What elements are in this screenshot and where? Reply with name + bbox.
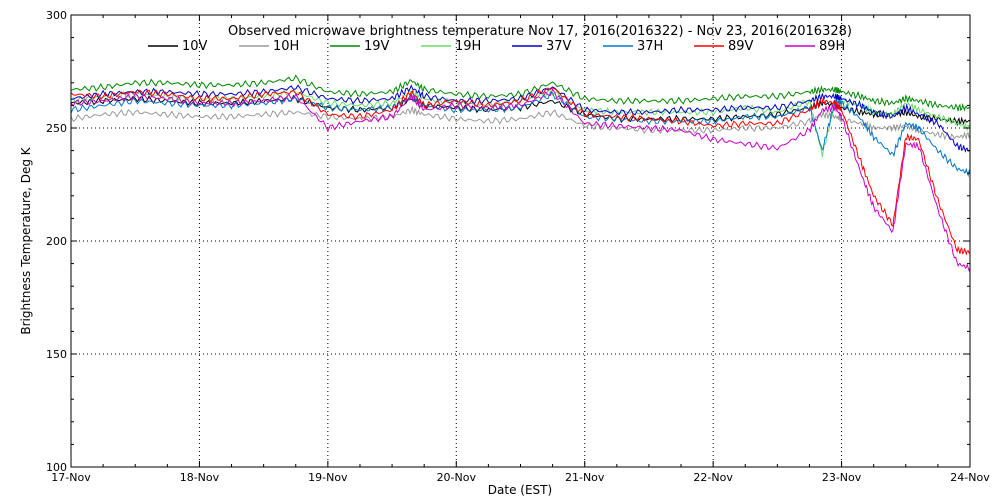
y-tick-label: 100 bbox=[46, 461, 67, 474]
legend-label-37h: 37H bbox=[637, 39, 663, 54]
legend-label-19v: 19V bbox=[364, 39, 390, 54]
y-tick-label: 250 bbox=[46, 122, 67, 135]
legend-label-19h: 19H bbox=[455, 39, 481, 54]
legend: 10V 10H 19V 19H 37V 37H 89V 89H bbox=[148, 39, 845, 54]
x-tick-label: 17-Nov bbox=[51, 471, 91, 484]
chart-title: Observed microwave brightness temperatur… bbox=[228, 24, 852, 39]
series-line-37v bbox=[70, 84, 971, 153]
legend-label-10v: 10V bbox=[182, 39, 208, 54]
x-axis-title: Date (EST) bbox=[488, 483, 552, 497]
y-tick-label: 300 bbox=[46, 9, 67, 22]
x-tick-label: 18-Nov bbox=[180, 471, 220, 484]
series-lines bbox=[70, 74, 971, 273]
axis-ticks: 100 150 200 250 300 17-Nov 18-Nov 19-Nov 20-Nov 2… bbox=[46, 9, 990, 484]
y-tick-label: 150 bbox=[46, 348, 67, 361]
x-tick-label: 19-Nov bbox=[308, 471, 348, 484]
x-tick-label: 24-Nov bbox=[950, 471, 990, 484]
x-tick-label: 20-Nov bbox=[437, 471, 477, 484]
legend-label-37v: 37V bbox=[546, 39, 572, 54]
x-tick-label: 23-Nov bbox=[822, 471, 862, 484]
y-axis-title: Brightness Temperature, Deg K bbox=[19, 146, 33, 334]
legend-label-89v: 89V bbox=[728, 39, 754, 54]
x-tick-label: 21-Nov bbox=[565, 471, 605, 484]
series-line-19v bbox=[70, 74, 971, 112]
y-tick-label: 200 bbox=[46, 235, 67, 248]
series-line-10h bbox=[70, 105, 971, 141]
legend-label-10h: 10H bbox=[273, 39, 299, 54]
series-line-89h bbox=[70, 88, 971, 273]
grid bbox=[71, 15, 970, 467]
series-line-89v bbox=[70, 87, 971, 256]
x-tick-label: 22-Nov bbox=[693, 471, 733, 484]
legend-label-89h: 89H bbox=[819, 39, 845, 54]
